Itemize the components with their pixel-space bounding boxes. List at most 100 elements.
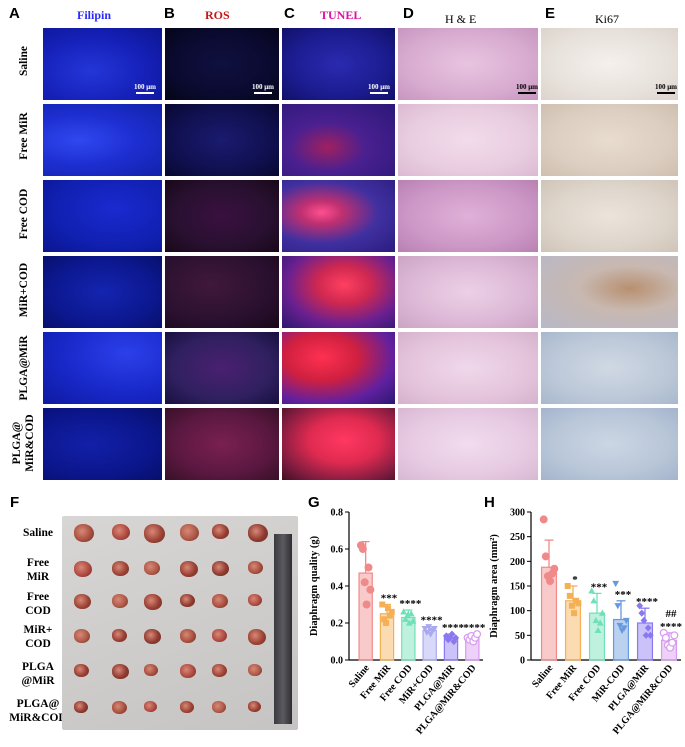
data-point bbox=[403, 612, 411, 619]
data-point bbox=[386, 612, 393, 619]
y-axis-label: Diaphragm quality (g) bbox=[309, 535, 320, 636]
micrograph-ki67-plga-mir-cod bbox=[541, 408, 678, 480]
data-point bbox=[539, 515, 548, 524]
data-point bbox=[402, 615, 409, 622]
panel-label-f: F bbox=[10, 494, 20, 511]
tumor-specimen bbox=[74, 629, 90, 643]
micrograph-tunel-mir-cod bbox=[282, 256, 395, 328]
data-point bbox=[541, 552, 550, 561]
micrograph-he-plga-mir-cod bbox=[398, 408, 538, 480]
tumor-specimen bbox=[74, 561, 92, 577]
tumor-specimen bbox=[212, 594, 228, 608]
tumor-specimen bbox=[212, 664, 227, 677]
tumor-specimen bbox=[112, 629, 127, 642]
data-point bbox=[661, 633, 670, 642]
f-row-label-saline: Saline bbox=[22, 527, 54, 539]
data-point bbox=[473, 630, 482, 639]
tumor-specimen bbox=[144, 664, 158, 676]
data-point bbox=[670, 631, 679, 640]
panel-label-d: D bbox=[403, 5, 414, 22]
micrograph-ros-mir-cod bbox=[165, 256, 279, 328]
y-tick-label: 100 bbox=[510, 606, 525, 617]
micrograph-he-saline bbox=[398, 28, 538, 100]
data-point bbox=[409, 617, 417, 624]
significance-mark: **** bbox=[660, 621, 683, 633]
data-point bbox=[571, 610, 578, 617]
micrograph-ros-free-cod bbox=[165, 180, 279, 252]
micrograph-filipin-saline bbox=[43, 28, 162, 100]
micrograph-he-free-cod bbox=[398, 180, 538, 252]
data-point bbox=[668, 638, 677, 647]
micrograph-ros-plga-mir-cod bbox=[165, 408, 279, 480]
data-point bbox=[614, 603, 622, 610]
tumor-specimen bbox=[180, 629, 196, 643]
micrograph-ros-saline bbox=[165, 28, 279, 100]
micrograph-ros-free-mir bbox=[165, 104, 279, 176]
tumor-specimen bbox=[248, 561, 263, 574]
tumor-specimen bbox=[248, 594, 262, 606]
data-point bbox=[364, 563, 373, 572]
f-row-label-free-mir: Free MiR bbox=[26, 557, 50, 583]
panel-label-a: A bbox=[9, 5, 20, 22]
y-tick-label: 150 bbox=[510, 582, 525, 593]
column-title-ki67: Ki67 bbox=[595, 12, 619, 26]
y-tick-label: 0.8 bbox=[331, 508, 344, 519]
micrograph-ros-plga-mir bbox=[165, 332, 279, 404]
micrograph-ki67-mir-cod bbox=[541, 256, 678, 328]
significance-mark: *** bbox=[615, 589, 632, 601]
panel-label-h: H bbox=[484, 494, 495, 511]
tumor-specimen bbox=[212, 629, 227, 642]
data-point bbox=[360, 578, 369, 587]
data-point bbox=[405, 619, 413, 626]
micrograph-he-free-mir bbox=[398, 104, 538, 176]
data-point bbox=[588, 587, 596, 594]
micrograph-filipin-mir-cod bbox=[43, 256, 162, 328]
tumor-specimen bbox=[180, 524, 199, 541]
tumor-specimen bbox=[248, 701, 261, 712]
data-point bbox=[566, 592, 573, 599]
micrograph-tunel-free-cod bbox=[282, 180, 395, 252]
data-point bbox=[612, 580, 620, 588]
f-row-label-free-cod: Free COD bbox=[25, 591, 51, 617]
tumor-specimen bbox=[74, 594, 91, 609]
data-point bbox=[430, 625, 438, 633]
data-point bbox=[407, 610, 415, 617]
micrograph-ki67-free-mir bbox=[541, 104, 678, 176]
y-tick-label: 50 bbox=[515, 631, 525, 642]
data-point bbox=[362, 600, 371, 609]
data-point bbox=[366, 585, 375, 594]
tumor-specimen bbox=[248, 524, 268, 542]
data-point bbox=[379, 601, 386, 608]
micrograph-tunel-plga-mir bbox=[282, 332, 395, 404]
data-point bbox=[594, 626, 602, 633]
tumor-specimen bbox=[180, 594, 195, 607]
data-point bbox=[598, 609, 606, 616]
data-point bbox=[421, 625, 429, 633]
bar bbox=[564, 600, 582, 661]
data-point bbox=[616, 622, 624, 630]
tumor-specimen bbox=[248, 664, 262, 676]
tumor-specimen bbox=[112, 664, 129, 679]
significance-mark: *** bbox=[381, 593, 398, 605]
y-tick-label: 250 bbox=[510, 532, 525, 543]
panel-label-g: G bbox=[308, 494, 320, 511]
tumor-specimen bbox=[144, 524, 165, 543]
y-tick-label: 0.0 bbox=[331, 656, 344, 667]
data-point bbox=[644, 624, 652, 632]
tumor-specimen bbox=[74, 701, 88, 713]
tumor-specimen bbox=[180, 664, 196, 678]
data-point bbox=[596, 619, 604, 626]
micrograph-filipin-plga-mir-cod bbox=[43, 408, 162, 480]
tumor-specimen bbox=[74, 524, 94, 542]
tumor-specimen bbox=[248, 629, 266, 645]
micrograph-ki67-plga-mir bbox=[541, 332, 678, 404]
data-point bbox=[425, 624, 433, 631]
data-point bbox=[646, 631, 654, 639]
y-axis-label: Diaphragm area (mm²) bbox=[489, 534, 500, 638]
significance-mark: **** bbox=[636, 596, 659, 608]
diaphragm-photo bbox=[62, 516, 298, 730]
micrograph-filipin-free-mir bbox=[43, 104, 162, 176]
tumor-specimen bbox=[180, 561, 198, 577]
significance-mark: **** bbox=[463, 622, 485, 634]
